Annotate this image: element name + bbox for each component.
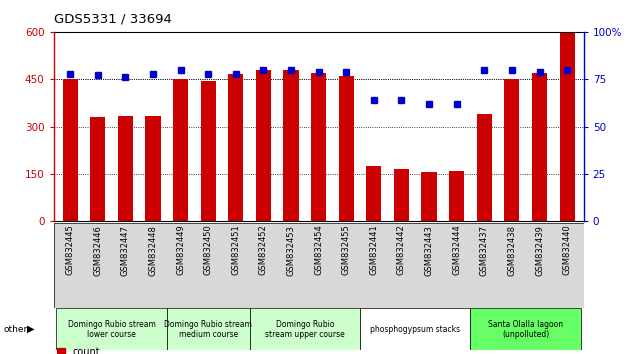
Text: GSM832437: GSM832437 — [480, 225, 489, 276]
Bar — [471, 308, 581, 350]
Text: phosphogypsum stacks: phosphogypsum stacks — [370, 325, 461, 334]
Text: GSM832451: GSM832451 — [232, 225, 240, 275]
Bar — [476, 114, 492, 221]
Bar — [145, 115, 161, 221]
Bar — [532, 73, 547, 221]
Text: GSM832449: GSM832449 — [176, 225, 185, 275]
Text: Domingo Rubio
stream upper course: Domingo Rubio stream upper course — [265, 320, 345, 339]
Bar — [201, 81, 216, 221]
Bar — [560, 33, 575, 221]
Bar — [394, 169, 409, 221]
Text: other: other — [3, 325, 27, 334]
Text: GSM832448: GSM832448 — [148, 225, 158, 276]
Text: GSM832445: GSM832445 — [66, 225, 74, 275]
Bar — [504, 79, 519, 221]
Bar — [283, 70, 298, 221]
Text: Santa Olalla lagoon
(unpolluted): Santa Olalla lagoon (unpolluted) — [488, 320, 563, 339]
Text: GSM832452: GSM832452 — [259, 225, 268, 275]
Text: GSM832442: GSM832442 — [397, 225, 406, 275]
Bar — [56, 308, 167, 350]
Bar — [57, 348, 66, 354]
Text: GSM832441: GSM832441 — [369, 225, 379, 275]
Bar — [339, 76, 354, 221]
Bar — [422, 172, 437, 221]
Text: GDS5331 / 33694: GDS5331 / 33694 — [54, 12, 172, 25]
Bar — [173, 79, 188, 221]
Text: GSM832450: GSM832450 — [204, 225, 213, 275]
Text: GSM832440: GSM832440 — [563, 225, 572, 275]
Bar — [449, 171, 464, 221]
Text: GSM832443: GSM832443 — [425, 225, 433, 276]
Text: count: count — [73, 347, 100, 354]
Text: Domingo Rubio stream
medium course: Domingo Rubio stream medium course — [164, 320, 252, 339]
Bar — [54, 223, 584, 308]
Bar — [90, 117, 105, 221]
Bar — [250, 308, 360, 350]
Text: GSM832446: GSM832446 — [93, 225, 102, 276]
Bar — [62, 79, 78, 221]
Text: ▶: ▶ — [27, 324, 34, 334]
Text: GSM832453: GSM832453 — [286, 225, 295, 276]
Text: GSM832439: GSM832439 — [535, 225, 544, 276]
Text: GSM832447: GSM832447 — [121, 225, 130, 276]
Text: GSM832454: GSM832454 — [314, 225, 323, 275]
Text: GSM832438: GSM832438 — [507, 225, 516, 276]
Bar — [256, 70, 271, 221]
Bar — [311, 73, 326, 221]
Text: GSM832455: GSM832455 — [342, 225, 351, 275]
Bar — [366, 166, 382, 221]
Text: Domingo Rubio stream
lower course: Domingo Rubio stream lower course — [68, 320, 156, 339]
Bar — [360, 308, 471, 350]
Bar — [228, 74, 244, 221]
Bar — [118, 115, 133, 221]
Text: GSM832444: GSM832444 — [452, 225, 461, 275]
Bar — [167, 308, 250, 350]
